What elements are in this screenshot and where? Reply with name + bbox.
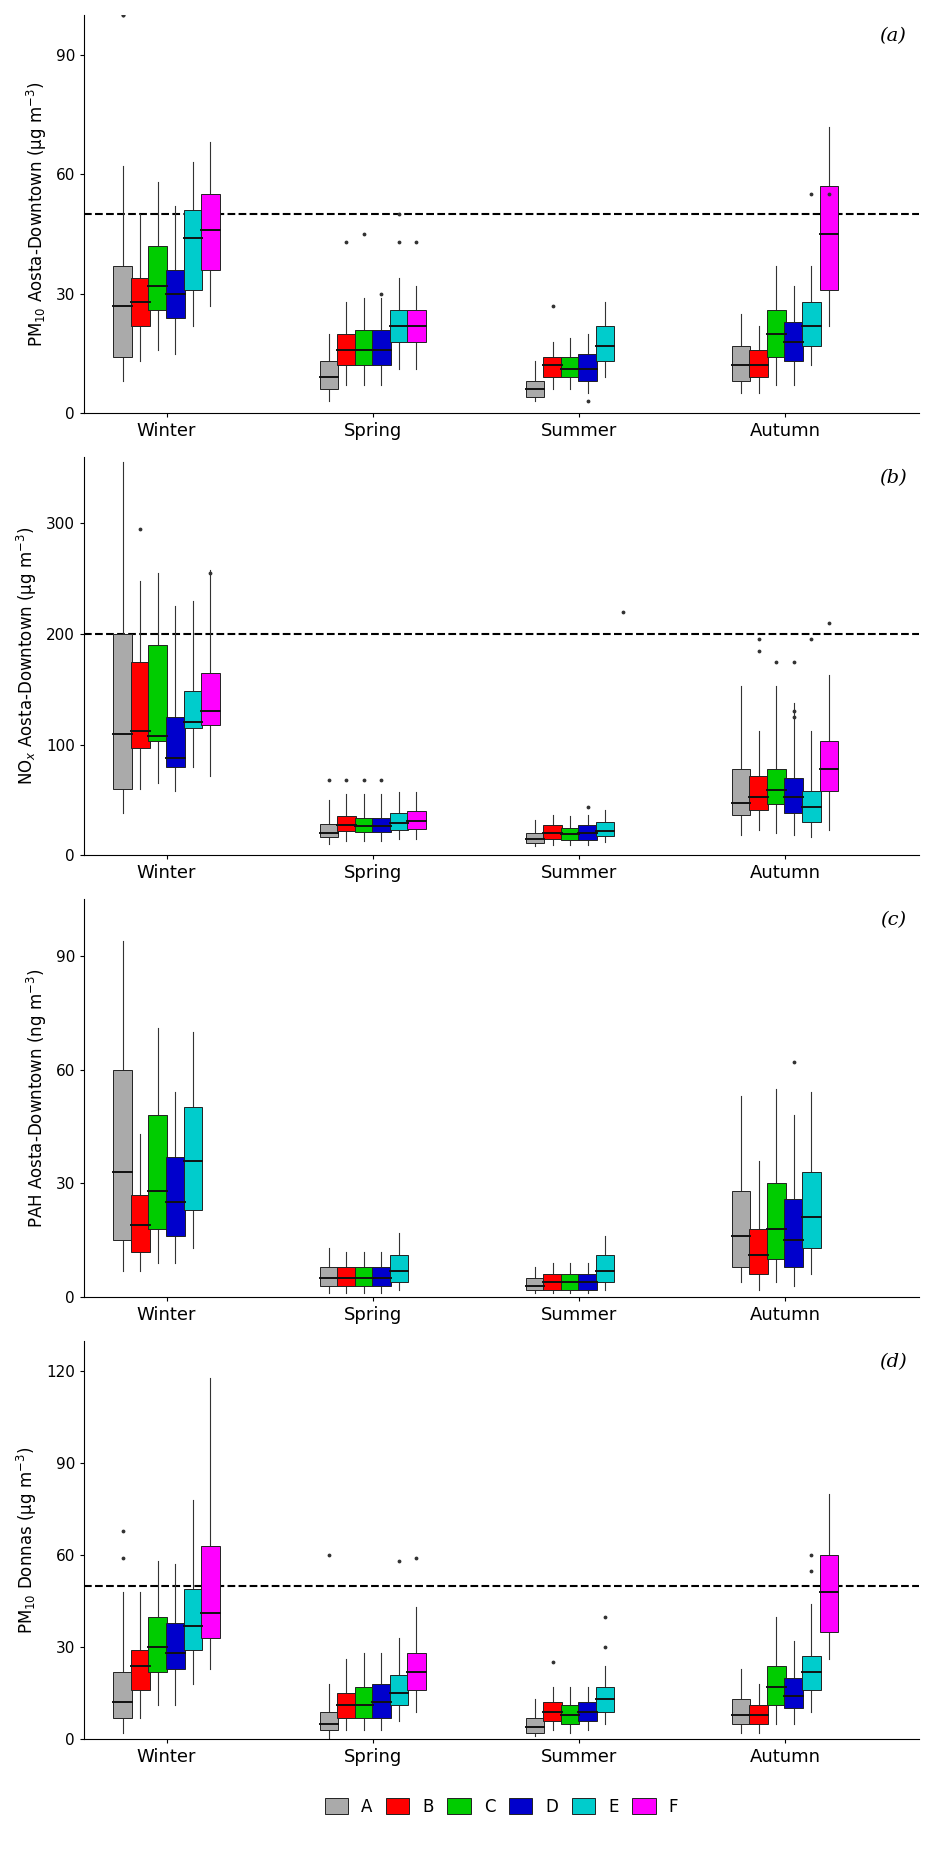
Bar	[407, 1654, 426, 1689]
Bar	[166, 270, 185, 318]
Bar	[544, 826, 562, 839]
Text: (c): (c)	[881, 910, 907, 929]
Bar	[372, 819, 390, 832]
Bar	[785, 1678, 803, 1708]
Bar	[355, 330, 374, 365]
Legend: A, B, C, D, E, F: A, B, C, D, E, F	[318, 1791, 685, 1822]
Bar	[201, 1545, 219, 1639]
Bar	[389, 813, 408, 830]
Bar	[785, 322, 803, 361]
Bar	[389, 1674, 408, 1706]
Bar	[578, 826, 597, 839]
Bar	[337, 817, 356, 832]
Bar	[749, 1229, 768, 1274]
Bar	[749, 775, 768, 809]
Bar	[131, 1195, 149, 1251]
Bar	[113, 633, 132, 789]
Bar	[131, 1650, 149, 1689]
Bar	[560, 358, 579, 376]
Bar	[355, 1266, 374, 1285]
Bar	[526, 833, 545, 843]
Bar	[785, 1199, 803, 1266]
Y-axis label: PM$_{10}$ Aosta-Downtown (μg m$^{-3}$): PM$_{10}$ Aosta-Downtown (μg m$^{-3}$)	[24, 82, 49, 347]
Bar	[113, 1069, 132, 1240]
Text: (a): (a)	[880, 26, 907, 45]
Bar	[526, 1277, 545, 1289]
Bar	[596, 326, 615, 361]
Bar	[113, 266, 132, 358]
Bar	[526, 1718, 545, 1733]
Bar	[355, 819, 374, 832]
Bar	[732, 345, 750, 382]
Bar	[596, 822, 615, 837]
Bar	[732, 1699, 750, 1723]
Bar	[819, 742, 838, 790]
Bar	[184, 691, 202, 729]
Bar	[389, 1255, 408, 1281]
Bar	[560, 1274, 579, 1289]
Bar	[372, 1684, 390, 1718]
Bar	[149, 644, 167, 742]
Bar	[131, 661, 149, 747]
Bar	[544, 358, 562, 376]
Bar	[802, 790, 821, 822]
Bar	[319, 361, 338, 390]
Bar	[407, 309, 426, 341]
Bar	[389, 309, 408, 341]
Bar	[802, 1656, 821, 1689]
Bar	[113, 1673, 132, 1718]
Bar	[407, 811, 426, 828]
Bar	[372, 1266, 390, 1285]
Bar	[166, 717, 185, 766]
Bar	[149, 1616, 167, 1673]
Bar	[767, 770, 785, 804]
Bar	[166, 1158, 185, 1236]
Bar	[749, 1706, 768, 1723]
Bar	[578, 1703, 597, 1721]
Bar	[819, 185, 838, 290]
Text: (d): (d)	[879, 1352, 907, 1371]
Bar	[802, 1172, 821, 1247]
Bar	[578, 354, 597, 382]
Bar	[544, 1703, 562, 1721]
Bar	[337, 1266, 356, 1285]
Bar	[802, 302, 821, 345]
Bar	[560, 1706, 579, 1723]
Bar	[578, 1274, 597, 1289]
Bar	[596, 1255, 615, 1281]
Bar	[166, 1622, 185, 1669]
Bar	[201, 195, 219, 270]
Bar	[355, 1688, 374, 1718]
Bar	[560, 828, 579, 839]
Bar	[131, 277, 149, 326]
Bar	[526, 382, 545, 397]
Bar	[732, 1191, 750, 1266]
Bar	[372, 330, 390, 365]
Bar	[819, 1555, 838, 1631]
Bar	[337, 1693, 356, 1718]
Y-axis label: PAH Aosta-Downtown (ng m$^{-3}$): PAH Aosta-Downtown (ng m$^{-3}$)	[24, 968, 49, 1227]
Bar	[149, 1114, 167, 1229]
Bar	[785, 777, 803, 813]
Bar	[184, 1107, 202, 1210]
Bar	[319, 1712, 338, 1731]
Bar	[767, 309, 785, 358]
Y-axis label: PM$_{10}$ Donnas (μg m$^{-3}$): PM$_{10}$ Donnas (μg m$^{-3}$)	[15, 1446, 39, 1633]
Bar	[319, 1266, 338, 1285]
Bar	[149, 245, 167, 309]
Y-axis label: NO$_x$ Aosta-Downtown (μg m$^{-3}$): NO$_x$ Aosta-Downtown (μg m$^{-3}$)	[15, 526, 39, 785]
Bar	[732, 770, 750, 815]
Bar	[749, 350, 768, 376]
Bar	[201, 672, 219, 725]
Bar	[184, 1588, 202, 1650]
Bar	[319, 824, 338, 837]
Bar	[767, 1184, 785, 1259]
Bar	[596, 1688, 615, 1712]
Text: (b): (b)	[879, 468, 907, 487]
Bar	[767, 1665, 785, 1706]
Bar	[337, 333, 356, 365]
Bar	[544, 1274, 562, 1289]
Bar	[184, 210, 202, 290]
